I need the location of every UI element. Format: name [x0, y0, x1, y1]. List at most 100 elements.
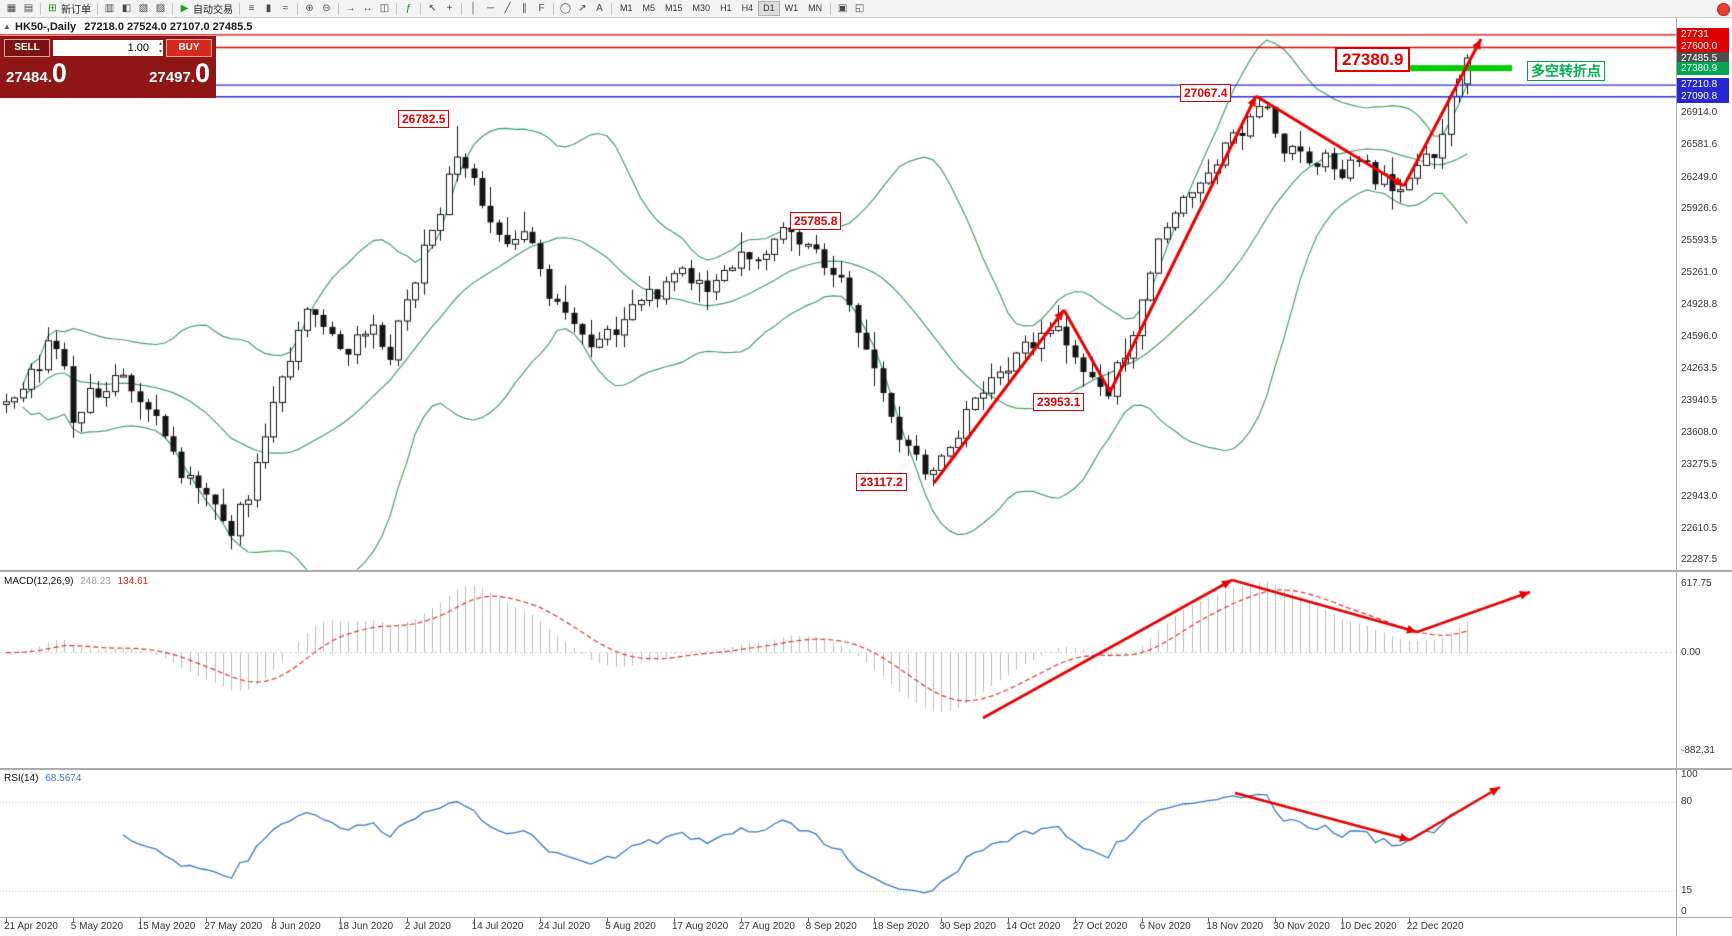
timeframe-w1-button[interactable]: W1 [784, 3, 799, 13]
rsi-tick: 15 [1681, 885, 1693, 897]
rsi-name: RSI(14) [4, 773, 39, 784]
price-tick: 24928.8 [1681, 299, 1718, 311]
price-tick: 23940.5 [1681, 394, 1718, 406]
volume-stepper[interactable]: 1.00 ▴ ▾ [53, 40, 163, 56]
date-label: 22 Dec 2020 [1406, 921, 1464, 932]
data-window-icon[interactable]: ◧ [121, 3, 132, 14]
timeframe-h1-button[interactable]: H1 [720, 3, 732, 13]
pane-splitter-macd[interactable] [0, 570, 1732, 572]
price-line-marker: 27731 [1677, 27, 1729, 41]
timeframe-mn-button[interactable]: MN [808, 3, 823, 13]
navigator-icon[interactable]: ▧ [138, 3, 149, 14]
price-label-26782-5[interactable]: 26782.5 [398, 110, 450, 128]
one-click-toggle-icon[interactable]: ▲ [3, 22, 11, 31]
bar-chart-icon[interactable]: ≡ [248, 3, 255, 14]
price-label-27380-9[interactable]: 27380.9 [1335, 47, 1411, 72]
timeframe-h4-button[interactable]: H4 [741, 3, 754, 13]
toolbar-separator [172, 2, 173, 15]
scale-separator [1676, 18, 1677, 936]
candlestick-chart-icon[interactable]: ▮ [265, 3, 272, 14]
timeframe-m1-button[interactable]: M1 [620, 3, 633, 13]
market-watch-icon[interactable]: ▥ [104, 3, 115, 14]
new-order-icon[interactable]: ⊞ [48, 3, 57, 14]
channel-icon[interactable]: ∥ [522, 3, 527, 14]
buy-button[interactable]: BUY [166, 39, 212, 57]
templates-icon[interactable]: ▣ [837, 3, 848, 14]
line-chart-icon[interactable]: ≈ [282, 3, 289, 14]
price-label-23117-2[interactable]: 23117.2 [856, 473, 907, 491]
shapes-icon[interactable]: ◯ [559, 3, 572, 14]
cursor-icon[interactable]: ↖ [428, 3, 437, 14]
new-order-label[interactable]: 新订单 [61, 5, 91, 16]
toolbar-separator [97, 2, 98, 15]
toolbar-separator [830, 2, 832, 15]
date-tick [941, 918, 943, 922]
timeframe-d1-button[interactable]: D1 [758, 1, 780, 16]
date-label: 27 Aug 2020 [738, 921, 795, 932]
tile-windows-icon[interactable]: ◫ [379, 3, 390, 14]
macd-tick: 617.75 [1681, 577, 1712, 589]
volume-spin-buttons[interactable]: ▴ ▾ [159, 40, 162, 56]
new-chart-icon[interactable]: ▦ [6, 3, 17, 14]
date-tick [406, 918, 408, 922]
note-label-turning-point[interactable]: 多空转折点 [1527, 61, 1605, 81]
rsi-value: 68.5674 [45, 773, 82, 784]
volume-value: 1.00 [127, 42, 149, 54]
date-label: 2 Jul 2020 [404, 921, 451, 932]
ask-price[interactable]: 27497.0 [149, 58, 210, 88]
trendline-icon[interactable]: ╱ [504, 3, 511, 14]
text-tool-icon[interactable]: A [596, 3, 603, 14]
spin-up-icon[interactable]: ▴ [158, 41, 162, 47]
horizontal-line-icon[interactable]: ─ [486, 3, 495, 14]
indicators-icon[interactable]: ƒ [405, 3, 412, 14]
timeframe-m5-button[interactable]: M5 [642, 3, 656, 13]
zoom-in-icon[interactable]: ⊕ [305, 3, 314, 14]
pane-splitter-rsi[interactable] [0, 768, 1732, 770]
spin-down-icon[interactable]: ▾ [158, 49, 162, 55]
rsi-label: RSI(14) 68.5674 [4, 773, 81, 784]
zoom-out-icon[interactable]: ⊖ [322, 3, 331, 14]
terminal-icon[interactable]: ▨ [155, 3, 166, 14]
autotrading-label[interactable]: 自动交易 [193, 5, 233, 16]
price-label-25785-8[interactable]: 25785.8 [790, 212, 842, 230]
toolbar-separator [297, 2, 298, 15]
bid-price[interactable]: 27484.0 [6, 58, 67, 88]
date-tick [206, 918, 208, 922]
auto-scroll-icon[interactable]: → [345, 3, 356, 14]
price-line-marker: 27485.5 [1677, 51, 1729, 65]
sell-button[interactable]: SELL [4, 39, 50, 57]
date-label: 5 May 2020 [70, 921, 124, 932]
date-tick [540, 918, 542, 922]
macd-tick: 0.00 [1681, 646, 1701, 658]
profiles-icon[interactable]: ▤ [23, 3, 34, 14]
fibonacci-icon[interactable]: F [538, 3, 545, 14]
price-label-27067-4[interactable]: 27067.4 [1180, 84, 1232, 102]
timeframe-m30-button[interactable]: M30 [692, 3, 711, 13]
chart-shift-icon[interactable]: ↔ [362, 3, 373, 14]
price-label-23953-1[interactable]: 23953.1 [1033, 393, 1085, 411]
chart-title: HK50-,Daily 27218.0 27524.0 27107.0 2748… [15, 21, 252, 33]
price-tick: 26914.0 [1681, 107, 1718, 119]
toolbar-separator [461, 2, 462, 15]
date-label: 27 Oct 2020 [1072, 921, 1128, 932]
price-tick: 23608.0 [1681, 426, 1718, 438]
date-tick [1408, 918, 1410, 922]
crosshair-icon[interactable]: + [446, 3, 453, 14]
date-tick [1074, 918, 1076, 922]
date-tick [807, 918, 809, 922]
date-tick [1275, 918, 1277, 922]
date-label: 27 May 2020 [204, 921, 263, 932]
vertical-line-icon[interactable]: │ [470, 3, 477, 14]
date-label: 8 Sep 2020 [805, 921, 857, 932]
macd-value: 248.23 [80, 576, 111, 587]
timeframe-m15-button[interactable]: M15 [665, 3, 683, 13]
price-tick: 26249.0 [1681, 171, 1718, 183]
price-line-marker: 27380.9 [1677, 61, 1729, 75]
cascade-windows-icon[interactable]: ◱ [854, 3, 865, 14]
red-status-icon[interactable] [1717, 3, 1730, 16]
date-tick [1141, 918, 1143, 922]
autotrading-icon[interactable]: ▶ [180, 3, 189, 14]
price-tick: 22943.0 [1681, 490, 1718, 502]
arrow-tool-icon[interactable]: ↗ [578, 3, 587, 14]
